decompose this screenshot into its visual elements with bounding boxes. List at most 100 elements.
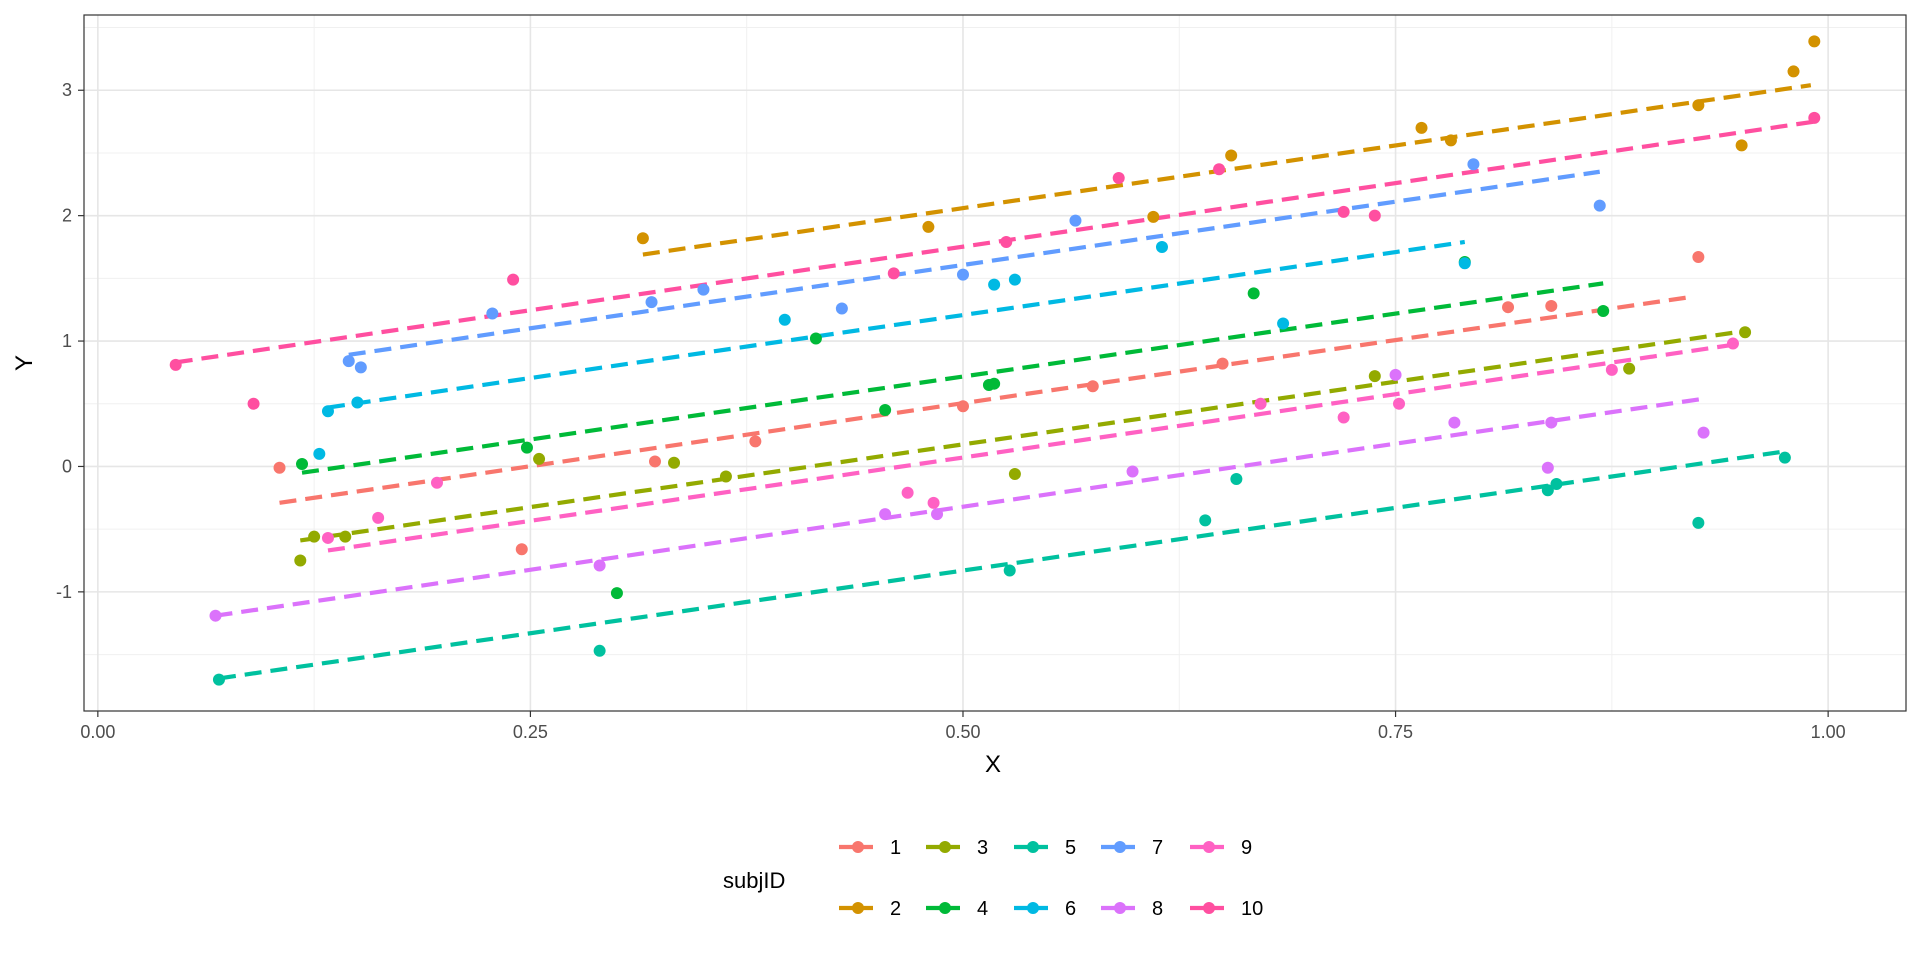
point-subj-10 bbox=[1808, 111, 1821, 124]
point-subj-1 bbox=[1502, 301, 1515, 314]
point-subj-10 bbox=[507, 273, 520, 286]
point-subj-1 bbox=[515, 543, 528, 556]
point-subj-8 bbox=[209, 609, 222, 622]
y-tick-label: 0 bbox=[62, 456, 72, 476]
point-subj-7 bbox=[645, 296, 658, 309]
point-subj-3 bbox=[294, 554, 307, 567]
fit-line-subj-3 bbox=[299, 328, 1746, 543]
point-subj-8 bbox=[931, 508, 944, 521]
legend-label-10: 10 bbox=[1241, 898, 1263, 920]
legend-key-point-2 bbox=[852, 902, 864, 914]
point-subj-8 bbox=[1126, 465, 1139, 478]
y-tick-label: 1 bbox=[62, 331, 72, 351]
point-subj-6 bbox=[321, 405, 334, 418]
point-subj-2 bbox=[1808, 35, 1821, 48]
point-subj-6 bbox=[1277, 317, 1290, 330]
point-subj-4 bbox=[809, 332, 822, 345]
point-subj-6 bbox=[988, 278, 1001, 291]
point-subj-8 bbox=[1545, 416, 1558, 429]
point-subj-3 bbox=[1368, 370, 1381, 383]
point-subj-1 bbox=[648, 455, 661, 468]
point-subj-9 bbox=[430, 476, 443, 489]
point-subj-9 bbox=[1254, 397, 1267, 410]
point-subj-3 bbox=[719, 470, 732, 483]
fit-line-subj-4 bbox=[301, 281, 1604, 475]
point-subj-7 bbox=[1467, 158, 1480, 171]
point-subj-6 bbox=[778, 313, 791, 326]
point-subj-5 bbox=[1230, 473, 1243, 485]
point-subj-4 bbox=[988, 377, 1001, 390]
legend-title: subjID bbox=[723, 868, 785, 893]
legend-label-9: 9 bbox=[1241, 837, 1252, 859]
legend-key-point-10 bbox=[1203, 902, 1215, 914]
point-subj-3 bbox=[308, 530, 321, 543]
point-subj-6 bbox=[351, 396, 364, 409]
point-subj-3 bbox=[339, 530, 352, 543]
point-subj-7 bbox=[1069, 214, 1082, 227]
point-subj-6 bbox=[313, 447, 326, 460]
legend-label-2: 2 bbox=[890, 898, 901, 920]
point-subj-9 bbox=[927, 496, 940, 509]
y-tick-label: 3 bbox=[62, 80, 72, 100]
point-subj-2 bbox=[1147, 210, 1160, 223]
y-tick-label: -1 bbox=[56, 582, 72, 602]
x-tick-label: 1.00 bbox=[1811, 722, 1846, 742]
fit-line-subj-6 bbox=[327, 239, 1466, 410]
y-axis-title: Y bbox=[11, 355, 38, 371]
point-subj-3 bbox=[1008, 467, 1021, 480]
legend-key-point-5 bbox=[1027, 841, 1039, 853]
legend-key-point-9 bbox=[1203, 841, 1215, 853]
point-subj-5 bbox=[593, 644, 606, 657]
point-subj-4 bbox=[1247, 287, 1260, 300]
legend-label-6: 6 bbox=[1065, 898, 1076, 920]
fit-line-subj-5 bbox=[218, 449, 1786, 681]
point-subj-3 bbox=[1623, 362, 1636, 375]
legend-label-8: 8 bbox=[1152, 898, 1163, 920]
fit-line-subj-8 bbox=[215, 396, 1704, 618]
point-subj-2 bbox=[1225, 149, 1238, 162]
point-subj-1 bbox=[749, 435, 762, 448]
point-subj-4 bbox=[1597, 304, 1610, 317]
point-subj-4 bbox=[879, 404, 892, 417]
x-tick-label: 0.75 bbox=[1378, 722, 1413, 742]
point-subj-6 bbox=[1008, 273, 1021, 286]
point-subj-8 bbox=[1389, 368, 1402, 381]
fit-line-subj-7 bbox=[348, 169, 1601, 357]
point-subj-1 bbox=[1216, 357, 1229, 370]
point-subj-5 bbox=[1199, 514, 1212, 527]
fit-line-subj-2 bbox=[642, 83, 1812, 257]
point-subj-7 bbox=[697, 283, 710, 296]
point-subj-7 bbox=[835, 302, 848, 315]
fit-line-subj-10 bbox=[175, 119, 1815, 365]
point-subj-4 bbox=[296, 457, 309, 470]
point-subj-7 bbox=[486, 307, 499, 320]
legend-key-point-3 bbox=[939, 841, 951, 853]
point-subj-3 bbox=[1739, 326, 1752, 339]
point-subj-10 bbox=[1112, 172, 1125, 185]
x-tick-label: 0.00 bbox=[80, 722, 115, 742]
point-subj-4 bbox=[610, 587, 623, 600]
legend-label-3: 3 bbox=[977, 837, 988, 859]
point-subj-7 bbox=[354, 361, 367, 374]
point-subj-5 bbox=[212, 673, 225, 686]
legend: subjID 1 3 5 7 9 2 4 6 8 10 bbox=[723, 837, 1263, 920]
point-subj-2 bbox=[1692, 99, 1705, 112]
point-subj-9 bbox=[372, 511, 385, 524]
legend-key-point-6 bbox=[1027, 902, 1039, 914]
fit-lines bbox=[175, 83, 1815, 681]
point-subj-3 bbox=[668, 456, 681, 469]
grid-minor bbox=[84, 15, 1906, 711]
point-subj-2 bbox=[1415, 121, 1428, 134]
point-subj-8 bbox=[879, 508, 892, 521]
point-subj-7 bbox=[1593, 199, 1606, 212]
legend-key-point-1 bbox=[852, 841, 864, 853]
legend-key-point-4 bbox=[939, 902, 951, 914]
point-subj-6 bbox=[1155, 241, 1168, 253]
point-subj-10 bbox=[1337, 205, 1350, 218]
data-points bbox=[169, 35, 1821, 686]
point-subj-1 bbox=[1692, 251, 1705, 264]
point-subj-9 bbox=[1393, 397, 1406, 410]
point-subj-10 bbox=[1213, 163, 1226, 176]
point-subj-7 bbox=[956, 268, 969, 281]
